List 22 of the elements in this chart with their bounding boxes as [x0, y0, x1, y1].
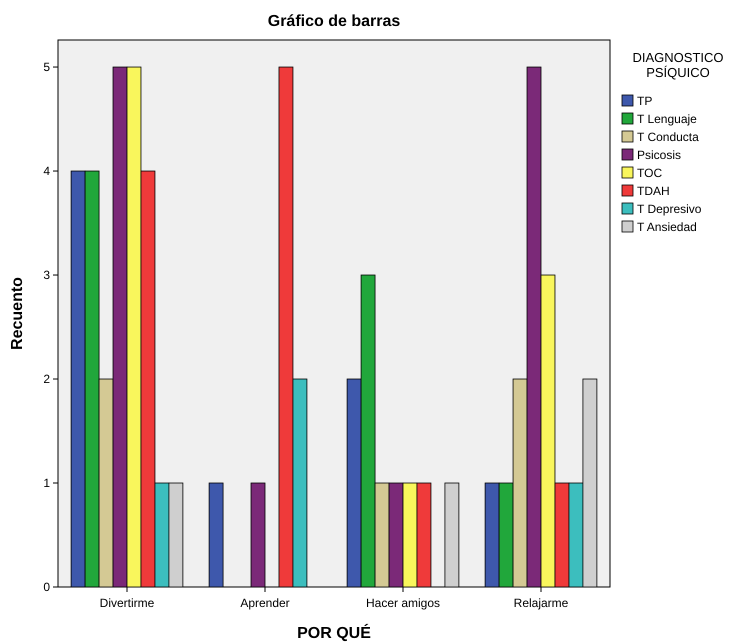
y-tick-label: 0 — [43, 580, 50, 594]
y-tick-label: 3 — [43, 268, 50, 282]
legend-label: TDAH — [637, 184, 670, 198]
legend-title: DIAGNOSTICO PSÍQUICO — [632, 50, 724, 80]
y-tick-label: 1 — [43, 476, 50, 490]
chart-title: Gráfico de barras — [268, 13, 400, 30]
legend-label: T Conducta — [637, 130, 700, 144]
x-tick-label: Divertirme — [100, 596, 155, 610]
x-tick-label: Hacer amigos — [366, 596, 440, 610]
x-axis-title: POR QUÉ — [297, 623, 372, 642]
y-axis-title: Recuento — [9, 276, 26, 350]
x-tick-label: Aprender — [240, 596, 290, 610]
x-tick-label: Relajarme — [514, 596, 569, 610]
legend-label: T Lenguaje — [637, 112, 698, 126]
legend-label: TP — [637, 94, 652, 108]
legend-label: T Ansiedad — [637, 220, 697, 234]
y-tick-label: 4 — [43, 164, 50, 178]
legend-label: Psicosis — [637, 148, 682, 162]
legend-label: TOC — [637, 166, 662, 180]
y-tick-label: 5 — [43, 60, 50, 74]
legend-label: T Depresivo — [637, 202, 702, 216]
y-tick-label: 2 — [43, 372, 50, 386]
